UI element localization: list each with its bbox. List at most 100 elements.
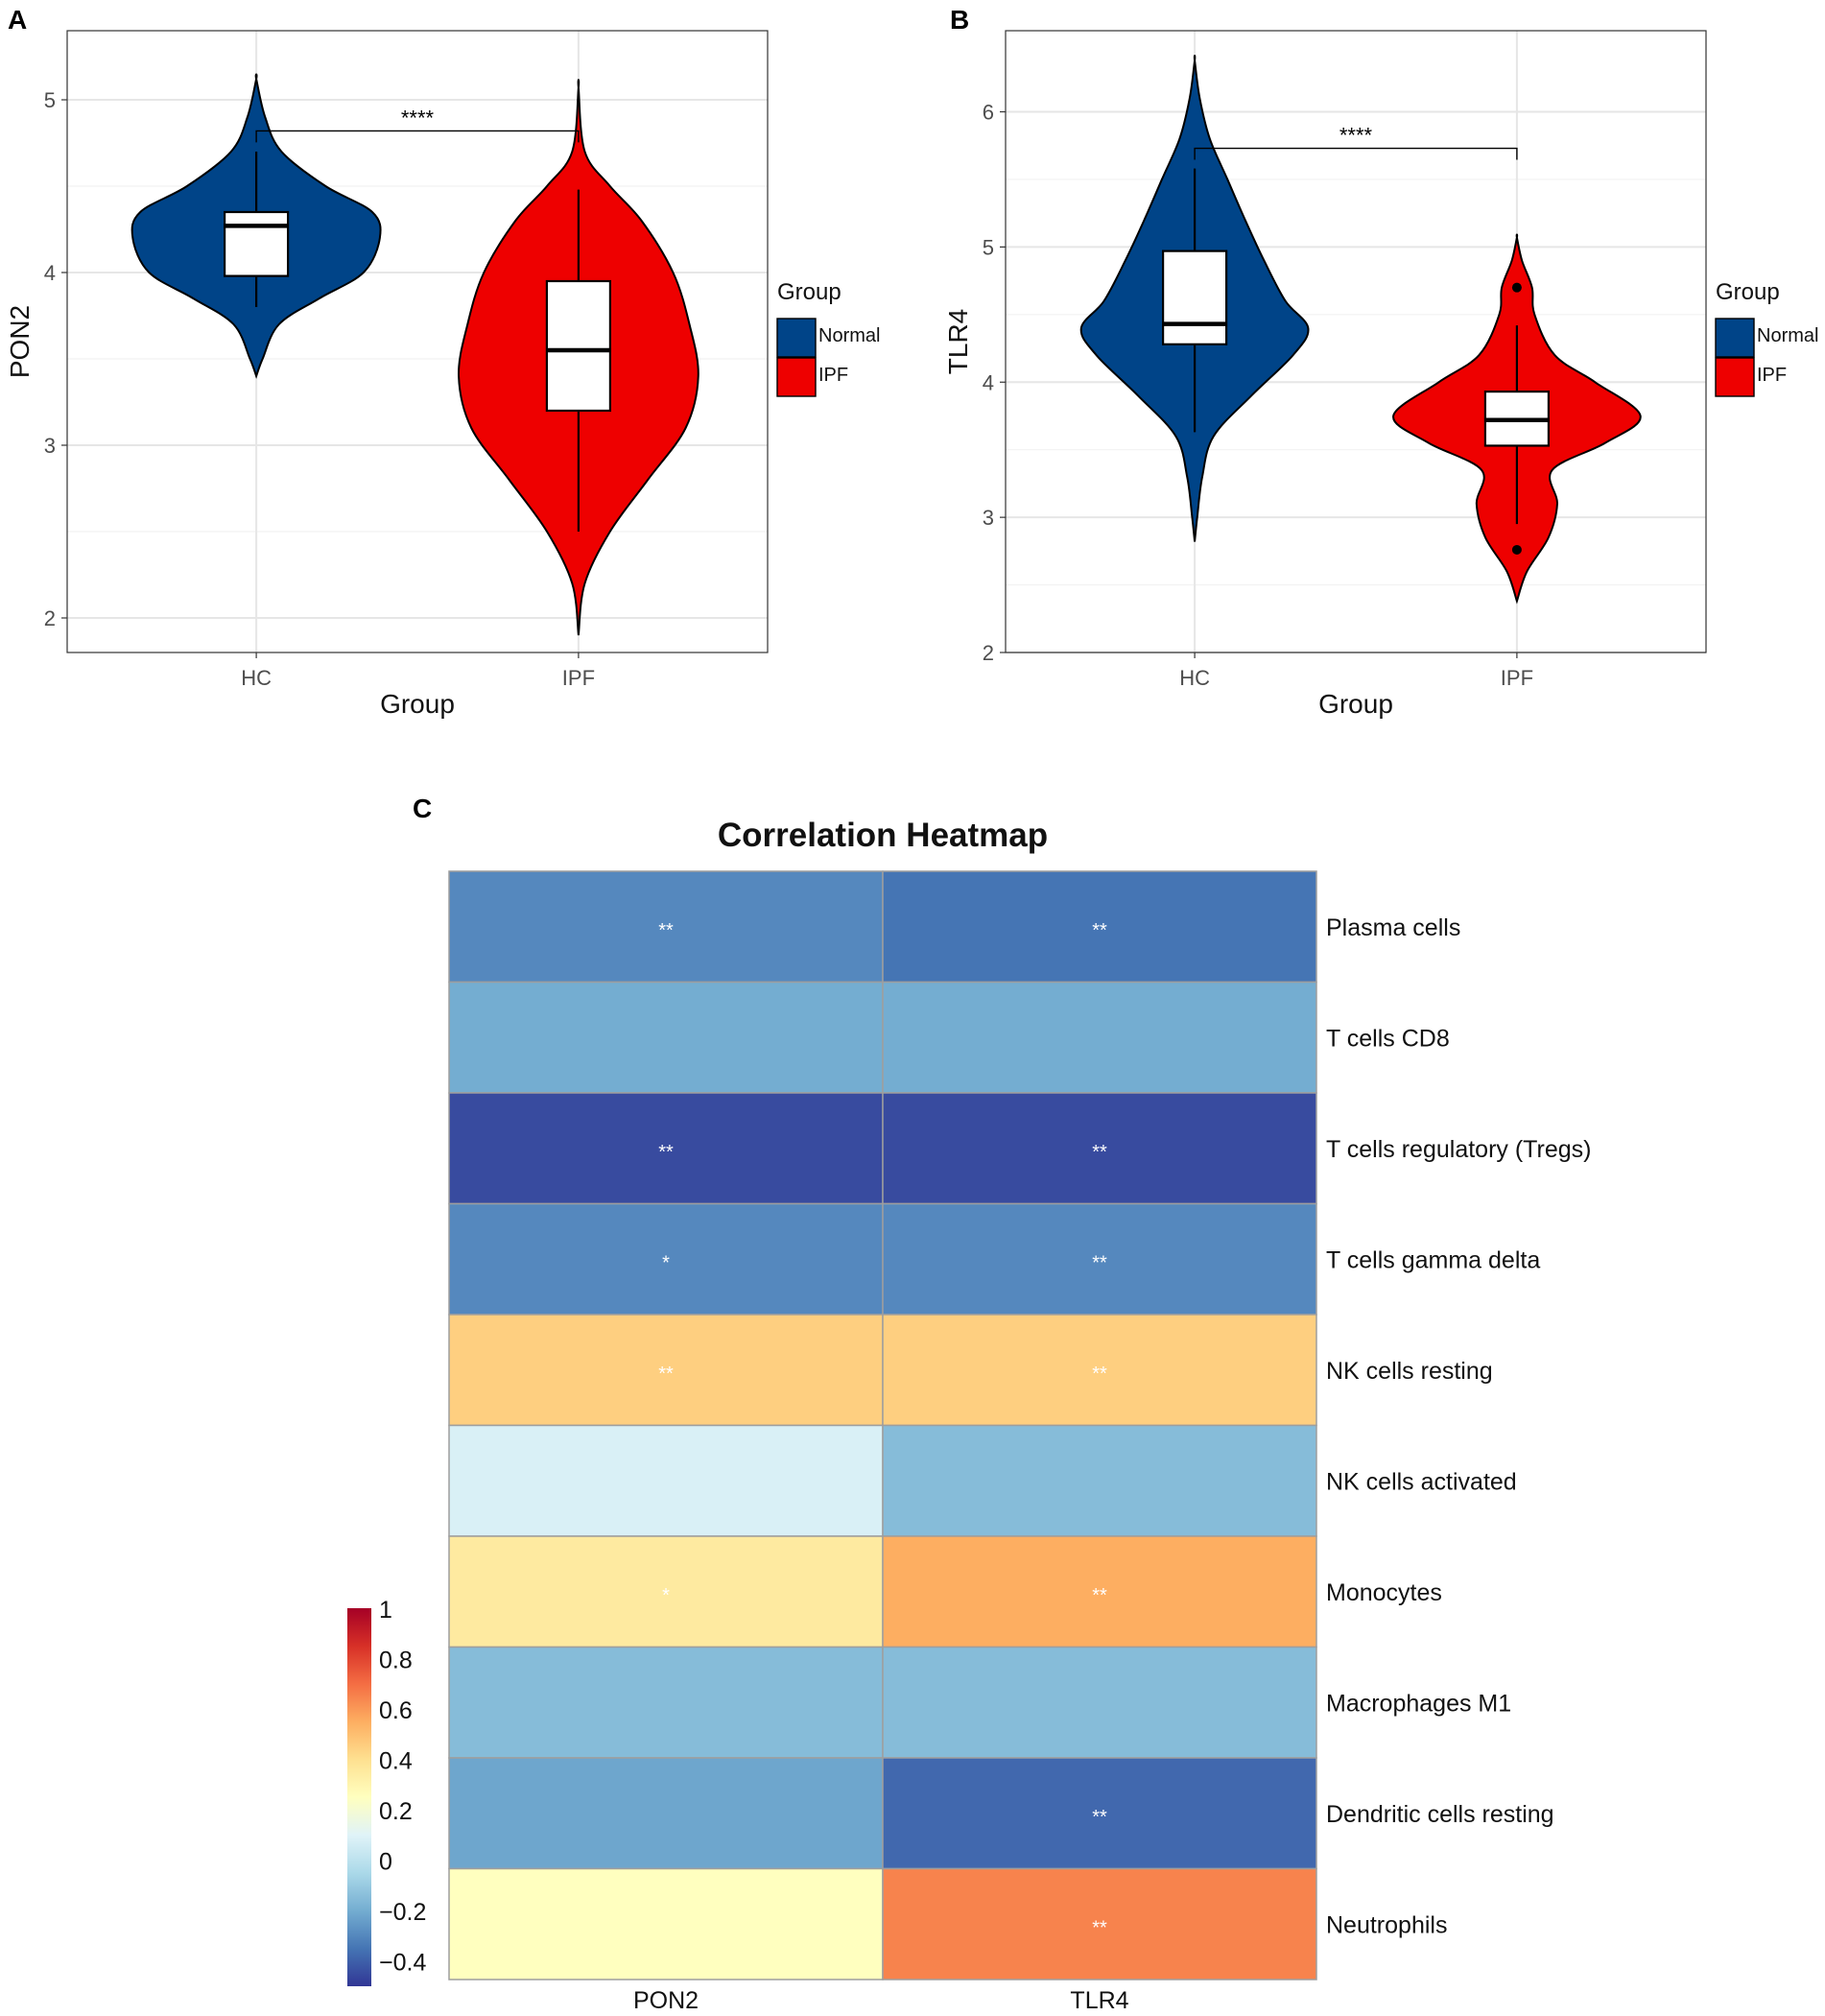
b-outlier-point: [1511, 544, 1522, 555]
b-significance-bracket: [1194, 147, 1518, 160]
colorbar-tick-label: 0.8: [379, 1648, 413, 1674]
b-significance-label: ****: [1339, 124, 1373, 148]
panel-a-legend: Group Normal IPF: [776, 279, 880, 397]
a-box-ipf: [545, 279, 612, 413]
panel-b-label: B: [950, 5, 969, 35]
a-legend-label-ipf: IPF: [818, 365, 848, 386]
heatmap-cell: [882, 870, 1317, 984]
panel-a-frame: [66, 30, 769, 653]
a-y-tick-label: 4: [44, 261, 56, 285]
heatmap-cell-significance: *: [662, 1585, 670, 1606]
panel-a-label: A: [8, 5, 27, 35]
b-y-tick-label: 5: [983, 235, 994, 259]
panel-a-violins: [130, 73, 699, 636]
heatmap-cell: [882, 1867, 1317, 1980]
panel-b-significance: ****: [1194, 124, 1518, 160]
panel-c-colorbar: 1 0.8 0.6 0.4 0.2 0 −0.2 −0.4: [347, 1597, 426, 1986]
panel-c-row-labels: Plasma cells T cells CD8 T cells regulator…: [1326, 914, 1591, 1939]
b-legend-label-ipf: IPF: [1757, 365, 1787, 386]
heatmap-cell-significance: **: [658, 920, 674, 941]
panel-b-violin-chart: B **** 2 3 4 5 6 HC IPF Group TLR4 Group Normal…: [943, 5, 1818, 719]
a-y-tick-label: 2: [44, 606, 56, 630]
a-legend-swatch-normal: [776, 318, 817, 358]
heatmap-cell: [882, 1424, 1317, 1537]
heatmap-cell-significance: **: [1092, 1807, 1107, 1828]
heatmap-cell: [882, 1535, 1317, 1648]
heatmap-cell-significance: **: [658, 1364, 674, 1385]
heatmap-cell-significance: **: [1092, 1252, 1107, 1273]
colorbar-tick-label: −0.2: [379, 1899, 426, 1926]
b-box-hc: [1161, 249, 1228, 345]
heatmap-row-label: Macrophages M1: [1326, 1690, 1511, 1717]
heatmap-cell: [882, 1202, 1317, 1316]
heatmap-row-label: Monocytes: [1326, 1579, 1442, 1606]
colorbar-tick-label: 1: [379, 1597, 392, 1624]
a-box-hc: [224, 210, 290, 277]
heatmap-row-label: T cells gamma delta: [1326, 1246, 1540, 1273]
a-legend-label-normal: Normal: [818, 325, 880, 346]
heatmap-cell: [448, 1867, 884, 1980]
panel-c-label: C: [413, 794, 432, 823]
heatmap-cell: [448, 1424, 884, 1537]
heatmap-cell: [882, 1314, 1317, 1427]
a-x-tick-label: HC: [241, 666, 272, 690]
heatmap-cell: [448, 981, 884, 1094]
panel-a-y-title: PON2: [5, 305, 35, 378]
colorbar-tick-label: 0.6: [379, 1697, 413, 1724]
heatmap-row-label: T cells regulatory (Tregs): [1326, 1136, 1591, 1163]
heatmap-cell: [448, 1535, 884, 1648]
panel-a-axes: 2 3 4 5 HC IPF: [44, 88, 595, 690]
panel-c-column-labels: PON2 TLR4: [633, 1987, 1129, 2014]
panel-b-y-title: TLR4: [943, 309, 973, 374]
panel-b-legend: Group Normal IPF: [1715, 279, 1818, 397]
heatmap-row-label: NK cells resting: [1326, 1358, 1493, 1385]
heatmap-cell-significance: *: [662, 1252, 670, 1273]
panel-b-frame: [1005, 30, 1707, 653]
colorbar-tick-label: 0.2: [379, 1798, 413, 1825]
panel-a-significance: ****: [255, 106, 580, 143]
b-y-tick-label: 4: [983, 370, 994, 394]
heatmap-cell-significance: **: [1092, 1917, 1107, 1938]
panel-b-x-title: Group: [1318, 689, 1393, 719]
heatmap-row-label: Plasma cells: [1326, 914, 1460, 941]
a-y-tick-label: 5: [44, 88, 56, 112]
heatmap-cell-significance: **: [1092, 1585, 1107, 1606]
a-x-tick-label: IPF: [562, 666, 595, 690]
colorbar-tick-label: 0: [379, 1849, 392, 1876]
colorbar-gradient: [347, 1608, 371, 1986]
heatmap-cell: [882, 981, 1317, 1094]
colorbar-tick-label: −0.4: [379, 1950, 426, 1977]
b-legend-swatch-normal: [1715, 318, 1755, 358]
b-outlier-point: [1511, 282, 1522, 293]
heatmap-row-label: Neutrophils: [1326, 1911, 1447, 1938]
panel-a-x-title: Group: [380, 689, 455, 719]
b-y-tick-label: 3: [983, 506, 994, 530]
heatmap-cell-significance: **: [658, 1142, 674, 1163]
a-significance-bracket: [255, 130, 580, 143]
heatmap-column-label: TLR4: [1070, 1987, 1128, 2014]
colorbar-tick-label: 0.4: [379, 1748, 413, 1775]
b-legend-title: Group: [1716, 279, 1780, 305]
a-legend-title: Group: [777, 279, 841, 305]
heatmap-row-label: T cells CD8: [1326, 1025, 1450, 1052]
heatmap-cell-significance: **: [1092, 1142, 1107, 1163]
heatmap-cell: [448, 1646, 884, 1759]
a-significance-label: ****: [401, 106, 435, 130]
a-y-tick-label: 3: [44, 434, 56, 458]
heatmap-cell: [882, 1757, 1317, 1870]
b-x-tick-label: IPF: [1501, 666, 1533, 690]
panel-c-title: Correlation Heatmap: [718, 817, 1048, 854]
panel-b-violins: [1079, 55, 1642, 605]
b-x-tick-label: HC: [1179, 666, 1210, 690]
heatmap-cell: [882, 1646, 1317, 1759]
panel-b-axes: 2 3 4 5 6 HC IPF: [983, 101, 1533, 690]
panel-a-violin-chart: A **** 2 3 4 5 HC IPF Group PON2 Group Normal I…: [5, 5, 880, 719]
heatmap-cell: [882, 1092, 1317, 1205]
panel-c-heatmap: C Correlation Heatmap ** **** *** **** *** **…: [347, 794, 1591, 2014]
heatmap-cell: [448, 1757, 884, 1870]
heatmap-row-label: Dendritic cells resting: [1326, 1801, 1554, 1828]
b-y-tick-label: 2: [983, 641, 994, 665]
b-legend-label-normal: Normal: [1757, 325, 1818, 346]
heatmap-cell: [448, 1202, 884, 1316]
